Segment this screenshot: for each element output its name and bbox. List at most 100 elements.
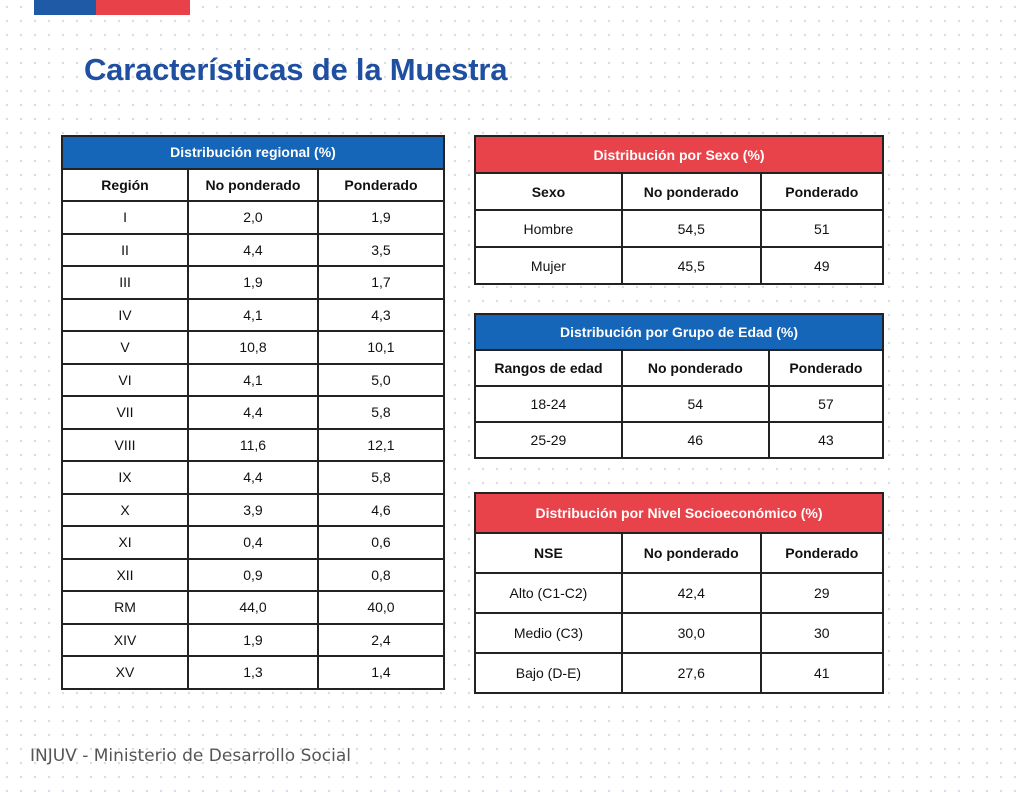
table-row: I 2,0 1,9 [60, 200, 446, 235]
table-cell: 42,4 [620, 572, 762, 614]
table-cell: 5,8 [316, 460, 446, 495]
table-header-row: Sexo No ponderado Ponderado [474, 172, 885, 211]
column-header: No ponderado [620, 349, 770, 387]
table-cell: 1,9 [187, 622, 319, 657]
table-cell: 1,9 [316, 200, 446, 235]
table-cell: 3,9 [187, 492, 319, 527]
table-cell: 1,4 [316, 655, 446, 690]
flag-stripe-red [96, 0, 190, 15]
table-row: IX 4,4 5,8 [60, 460, 446, 495]
table-cell: 51 [759, 209, 885, 248]
column-header: Rangos de edad [474, 349, 623, 387]
socioeconomic-distribution-table: Distribución por Nivel Socioeconómico (%… [474, 492, 885, 694]
table-cell: XII [60, 557, 190, 592]
table-body: Sexo No ponderado Ponderado Hombre 54,5 51 Muj… [474, 172, 885, 285]
table-cell: 54 [620, 385, 770, 423]
column-header: Ponderado [316, 167, 446, 202]
column-header: Sexo [474, 172, 623, 211]
table-cell: 5,8 [316, 395, 446, 430]
table-cell: 30,0 [620, 612, 762, 654]
flag-stripe-blue [34, 0, 96, 15]
table-body: Región No ponderado Ponderado I 2,0 1,9 II 4,4 3… [60, 167, 446, 690]
table-row: V 10,8 10,1 [60, 330, 446, 365]
table-cell: 0,6 [316, 525, 446, 560]
table-cell: Hombre [474, 209, 623, 248]
table-cell: 45,5 [620, 246, 762, 285]
table-cell: Bajo (D-E) [474, 652, 623, 694]
table-cell: Medio (C3) [474, 612, 623, 654]
table-header-row: Rangos de edad No ponderado Ponderado [474, 349, 885, 387]
table-caption: Distribución por Grupo de Edad (%) [474, 313, 884, 351]
table-cell: X [60, 492, 190, 527]
table-cell: VIII [60, 427, 190, 462]
table-cell: 4,4 [187, 460, 319, 495]
table-row: II 4,4 3,5 [60, 232, 446, 267]
table-cell: 0,4 [187, 525, 319, 560]
table-cell: 4,1 [187, 362, 319, 397]
table-body: NSE No ponderado Ponderado Alto (C1-C2) 42,4… [474, 532, 885, 694]
table-row: Alto (C1-C2) 42,4 29 [474, 572, 885, 614]
table-row: VII 4,4 5,8 [60, 395, 446, 430]
table-cell: XV [60, 655, 190, 690]
column-header: Ponderado [759, 172, 885, 211]
table-cell: 5,0 [316, 362, 446, 397]
table-cell: XI [60, 525, 190, 560]
table-cell: 1,3 [187, 655, 319, 690]
table-cell: 29 [759, 572, 885, 614]
table-cell: 0,8 [316, 557, 446, 592]
table-row: 18-24 54 57 [474, 385, 885, 423]
regional-distribution-table: Distribución regional (%) Región No ponde… [60, 135, 446, 690]
age-group-distribution-table: Distribución por Grupo de Edad (%) Rango… [474, 313, 885, 459]
table-cell: 54,5 [620, 209, 762, 248]
table-cell: Mujer [474, 246, 623, 285]
column-header: No ponderado [620, 172, 762, 211]
table-cell: 25-29 [474, 421, 623, 459]
table-cell: 4,4 [187, 395, 319, 430]
column-header: Región [60, 167, 190, 202]
table-cell: 0,9 [187, 557, 319, 592]
table-header-row: NSE No ponderado Ponderado [474, 532, 885, 574]
table-row: XII 0,9 0,8 [60, 557, 446, 592]
table-cell: 3,5 [316, 232, 446, 267]
table-cell: 2,0 [187, 200, 319, 235]
table-cell: 49 [759, 246, 885, 285]
table-cell: IV [60, 297, 190, 332]
table-body: Rangos de edad No ponderado Ponderado 18-24… [474, 349, 885, 459]
table-caption: Distribución regional (%) [61, 135, 445, 170]
table-cell: 46 [620, 421, 770, 459]
column-header: No ponderado [620, 532, 762, 574]
table-cell: Alto (C1-C2) [474, 572, 623, 614]
table-row: VIII 11,6 12,1 [60, 427, 446, 462]
table-row: Mujer 45,5 49 [474, 246, 885, 285]
table-cell: 27,6 [620, 652, 762, 694]
table-row: Hombre 54,5 51 [474, 209, 885, 248]
table-row: RM 44,0 40,0 [60, 590, 446, 625]
table-cell: VI [60, 362, 190, 397]
table-cell: I [60, 200, 190, 235]
table-row: 25-29 46 43 [474, 421, 885, 459]
table-cell: V [60, 330, 190, 365]
column-header: NSE [474, 532, 623, 574]
table-cell: VII [60, 395, 190, 430]
table-row: Bajo (D-E) 27,6 41 [474, 652, 885, 694]
table-cell: 4,1 [187, 297, 319, 332]
column-header: Ponderado [759, 532, 885, 574]
table-row: III 1,9 1,7 [60, 265, 446, 300]
table-cell: XIV [60, 622, 190, 657]
table-cell: 40,0 [316, 590, 446, 625]
table-cell: 18-24 [474, 385, 623, 423]
table-cell: 44,0 [187, 590, 319, 625]
table-cell: 4,4 [187, 232, 319, 267]
column-header: Ponderado [767, 349, 885, 387]
table-caption: Distribución por Sexo (%) [474, 135, 884, 174]
table-cell: 1,9 [187, 265, 319, 300]
table-row: VI 4,1 5,0 [60, 362, 446, 397]
table-cell: 30 [759, 612, 885, 654]
table-cell: 10,8 [187, 330, 319, 365]
table-row: XV 1,3 1,4 [60, 655, 446, 690]
table-cell: II [60, 232, 190, 267]
table-cell: 11,6 [187, 427, 319, 462]
table-row: Medio (C3) 30,0 30 [474, 612, 885, 654]
page-title: Características de la Muestra [84, 52, 508, 87]
table-cell: 1,7 [316, 265, 446, 300]
